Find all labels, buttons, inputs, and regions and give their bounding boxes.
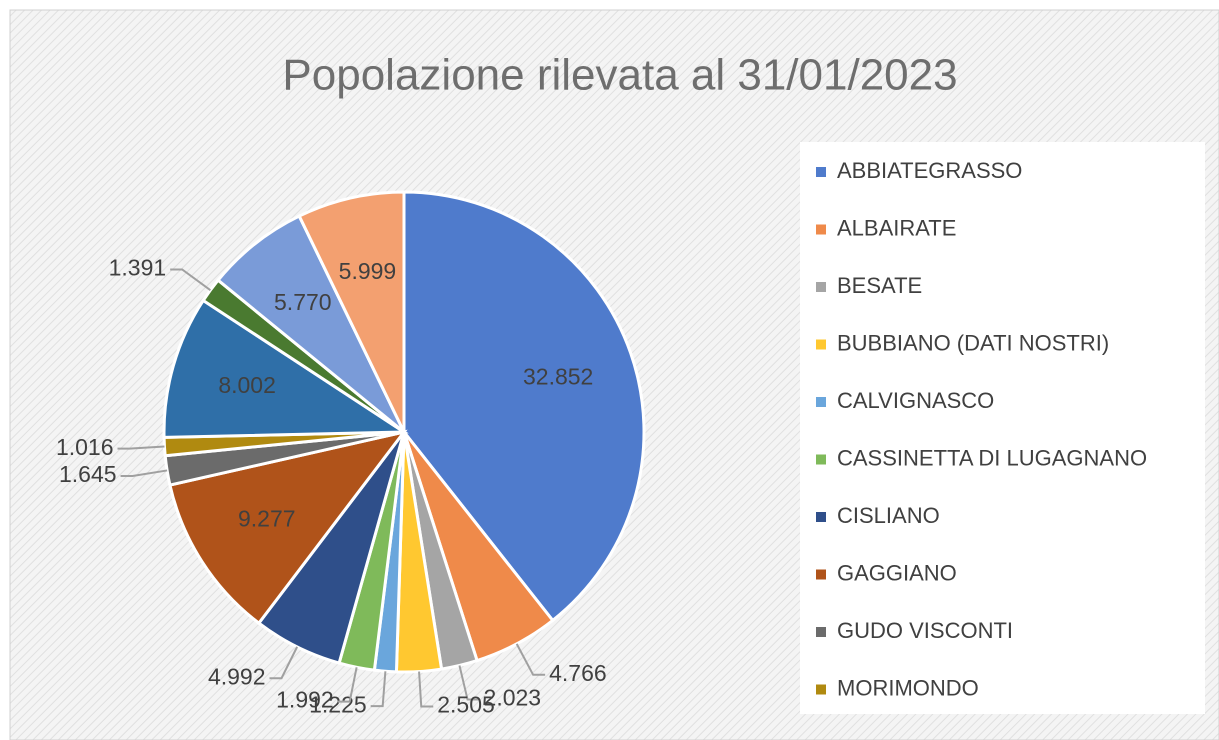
legend-label: BESATE	[837, 273, 922, 298]
leader-line	[120, 469, 168, 478]
legend-swatch	[816, 167, 826, 177]
pie-slice	[162, 298, 409, 439]
legend-label: GAGGIANO	[837, 560, 957, 585]
legend-swatch	[816, 627, 826, 637]
legend-label: MORIMONDO	[837, 675, 979, 700]
legend-label: GUDO VISCONTI	[837, 618, 1013, 643]
legend-swatch	[816, 339, 826, 350]
legend-swatch	[816, 282, 826, 292]
data-label: 1.391	[109, 255, 167, 281]
data-label: 1.992	[276, 687, 334, 713]
leader-line	[337, 667, 358, 703]
legend-label: CASSINETTA DI LUGAGNANO	[837, 445, 1147, 470]
data-label: 2.023	[484, 685, 542, 711]
legend-swatch	[816, 397, 826, 407]
data-label: 5.999	[339, 258, 397, 284]
data-label: 4.992	[208, 663, 266, 689]
pie-slice	[402, 190, 646, 623]
data-label: 9.277	[238, 505, 296, 531]
legend-swatch	[816, 224, 826, 235]
pie-slice	[168, 429, 408, 626]
data-label: 4.766	[549, 660, 607, 686]
legend-swatch	[816, 569, 826, 580]
pie-slice	[297, 190, 406, 433]
leader-line	[370, 671, 387, 708]
data-label: 1.016	[56, 434, 114, 460]
legend-swatch	[816, 454, 826, 465]
leader-line	[515, 643, 546, 676]
data-label: 32.852	[523, 364, 593, 390]
data-label: 1.645	[59, 461, 117, 487]
leader-line	[458, 665, 480, 701]
legend-box	[800, 142, 1205, 714]
legend-label: BUBBIANO (DATI NOSTRI)	[837, 330, 1109, 355]
legend-swatch	[816, 684, 826, 695]
legend-swatch	[816, 512, 826, 522]
legend-label: CALVIGNASCO	[837, 388, 994, 413]
data-label: 8.002	[218, 372, 276, 398]
data-label: 5.770	[274, 289, 332, 315]
data-label: 2.505	[437, 692, 495, 718]
leader-line	[117, 445, 165, 450]
leader-line	[170, 268, 211, 291]
legend-label: ALBAIRATE	[837, 215, 956, 240]
chart-title: Popolazione rilevata al 31/01/2023	[282, 51, 957, 100]
legend-label: CISLIANO	[837, 503, 940, 528]
pie-slice	[215, 214, 406, 434]
data-label: 1.225	[309, 691, 367, 717]
legend-label: ABBIATEGRASSO	[837, 158, 1022, 183]
leader-line	[269, 646, 298, 680]
leader-line	[418, 671, 434, 708]
